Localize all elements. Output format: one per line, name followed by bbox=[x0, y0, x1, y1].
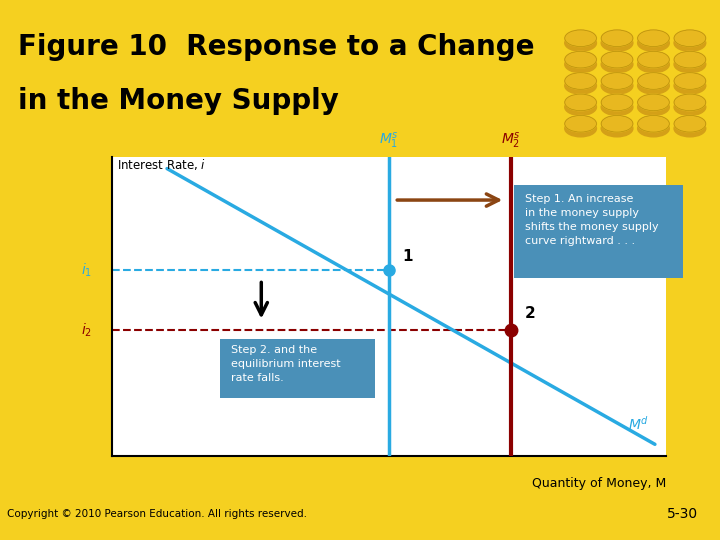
Ellipse shape bbox=[638, 35, 670, 51]
Ellipse shape bbox=[638, 73, 670, 89]
Ellipse shape bbox=[601, 35, 633, 51]
Ellipse shape bbox=[601, 99, 633, 116]
Ellipse shape bbox=[638, 116, 670, 132]
Ellipse shape bbox=[638, 77, 670, 94]
Ellipse shape bbox=[601, 56, 633, 73]
Text: 5-30: 5-30 bbox=[667, 507, 698, 521]
Ellipse shape bbox=[674, 77, 706, 94]
Text: $i_1$: $i_1$ bbox=[81, 262, 92, 279]
Text: $M^s_1$: $M^s_1$ bbox=[379, 131, 399, 151]
Ellipse shape bbox=[564, 51, 596, 68]
Ellipse shape bbox=[674, 51, 706, 68]
Text: $M^d$: $M^d$ bbox=[629, 414, 649, 433]
Ellipse shape bbox=[564, 99, 596, 116]
Ellipse shape bbox=[674, 35, 706, 51]
Ellipse shape bbox=[674, 99, 706, 116]
Ellipse shape bbox=[601, 120, 633, 137]
Ellipse shape bbox=[564, 94, 596, 111]
Text: 1: 1 bbox=[402, 249, 413, 265]
Ellipse shape bbox=[638, 99, 670, 116]
Ellipse shape bbox=[601, 116, 633, 132]
Ellipse shape bbox=[564, 56, 596, 73]
Ellipse shape bbox=[674, 30, 706, 46]
Ellipse shape bbox=[564, 116, 596, 132]
Ellipse shape bbox=[638, 56, 670, 73]
Ellipse shape bbox=[601, 94, 633, 111]
Ellipse shape bbox=[638, 94, 670, 111]
Ellipse shape bbox=[564, 30, 596, 46]
Ellipse shape bbox=[564, 77, 596, 94]
Text: Step 1. An increase
in the money supply
shifts the money supply
curve rightward : Step 1. An increase in the money supply … bbox=[525, 194, 658, 246]
Text: $M^s_2$: $M^s_2$ bbox=[501, 131, 521, 151]
Text: 2: 2 bbox=[525, 306, 536, 321]
Text: in the Money Supply: in the Money Supply bbox=[19, 87, 339, 115]
Ellipse shape bbox=[564, 35, 596, 51]
Ellipse shape bbox=[674, 94, 706, 111]
Text: Quantity of Money, M: Quantity of Money, M bbox=[532, 477, 666, 490]
Ellipse shape bbox=[638, 120, 670, 137]
Ellipse shape bbox=[638, 51, 670, 68]
Ellipse shape bbox=[674, 116, 706, 132]
Ellipse shape bbox=[564, 120, 596, 137]
Ellipse shape bbox=[674, 120, 706, 137]
FancyBboxPatch shape bbox=[220, 340, 375, 398]
Ellipse shape bbox=[674, 56, 706, 73]
Text: Interest Rate, $i$: Interest Rate, $i$ bbox=[117, 157, 207, 172]
Text: Figure 10  Response to a Change: Figure 10 Response to a Change bbox=[19, 33, 535, 62]
Text: $i_2$: $i_2$ bbox=[81, 322, 92, 339]
Ellipse shape bbox=[601, 51, 633, 68]
Ellipse shape bbox=[564, 73, 596, 89]
Ellipse shape bbox=[601, 73, 633, 89]
Ellipse shape bbox=[601, 77, 633, 94]
Ellipse shape bbox=[638, 30, 670, 46]
Ellipse shape bbox=[601, 30, 633, 46]
FancyBboxPatch shape bbox=[513, 185, 683, 278]
Ellipse shape bbox=[674, 73, 706, 89]
Text: Copyright © 2010 Pearson Education. All rights reserved.: Copyright © 2010 Pearson Education. All … bbox=[7, 509, 307, 519]
Text: Step 2. and the
equilibrium interest
rate falls.: Step 2. and the equilibrium interest rat… bbox=[231, 345, 341, 382]
